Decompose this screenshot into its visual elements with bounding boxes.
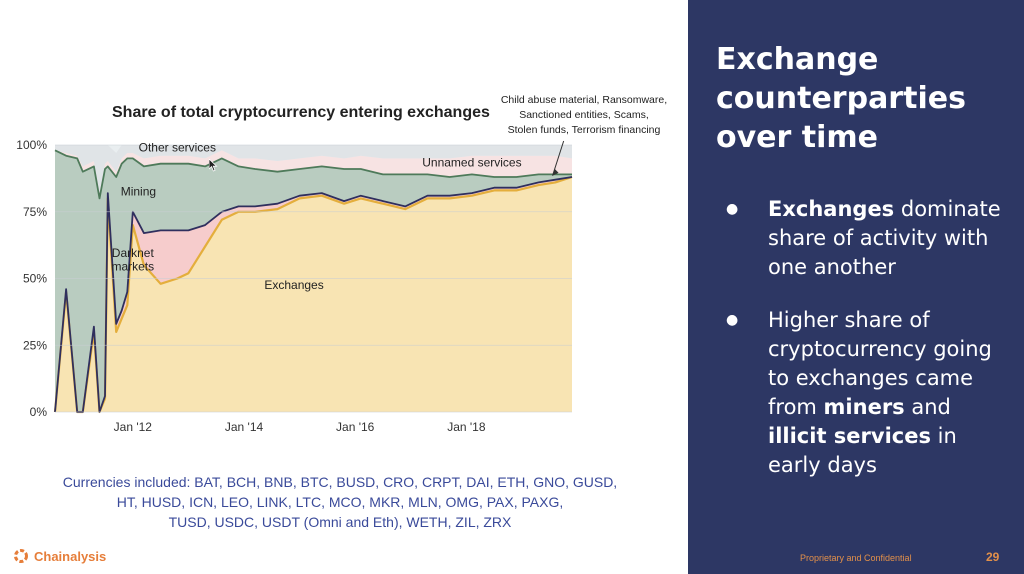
stacked-area-chart: 0% 25% 50% 75% 100% Jan '12 Jan '14 Jan '16 Jan … [16,94,667,434]
bullet-item: Exchanges dominate share of activity wit… [726,195,1011,282]
area-darknet-markets [55,177,572,412]
bullet-bold: illicit services [768,424,931,448]
chainalysis-logo-icon [14,549,28,563]
y-tick-label: 75% [23,205,47,219]
y-tick-label: 50% [23,272,47,286]
x-tick-label: Jan '14 [225,420,264,434]
bullet-text: Higher share of cryptocurrency going to … [768,308,992,419]
y-tick-label: 25% [23,338,47,352]
y-tick-label: 0% [30,405,48,419]
page-number: 29 [986,550,1000,564]
annotation-text: Child abuse material, Ransomware, [501,94,667,106]
title-line: over time [716,120,878,155]
bullet-text: and [904,395,951,419]
annotation-arrow-head [552,168,559,176]
bullet-bold: miners [823,395,905,419]
currencies-line: HT, HUSD, ICN, LEO, LINK, LTC, MCO, MKR,… [116,494,564,510]
chart-panel: Share of total cryptocurrency entering e… [13,94,668,566]
series-label: Exchanges [264,278,323,292]
bullet-text: dominate share of activity with one anot… [768,197,1001,279]
series-label: Unnamed services [422,155,521,169]
annotation-text: Sanctioned entities, Scams, [519,109,649,121]
currencies-line: Currencies included: BAT, BCH, BNB, BTC,… [62,474,618,490]
x-tick-label: Jan '16 [336,420,375,434]
annotation-text: Stolen funds, Terrorism financing [508,124,661,136]
bullet-text: in early days [768,424,957,477]
area-other-services [55,145,572,194]
currencies-line: TUSD, USDC, USDT (Omni and Eth), WETH, Z… [168,514,512,530]
area-exchanges [55,177,572,412]
series-label: Darknet [112,246,155,260]
slide-title: Exchange counterparties over time [716,40,1006,157]
currencies-included-note: Currencies included: BAT, BCH, BNB, BTC,… [30,472,650,532]
title-line: counterparties [716,81,966,116]
series-label: Other services [139,141,216,155]
logo-name: Chainalysis [34,548,107,564]
series-label: markets [111,259,154,273]
bullet-bold: Exchanges [768,197,895,221]
x-tick-label: Jan '12 [114,420,153,434]
area-unnamed-services [55,150,572,199]
footer-confidential: Proprietary and Confidential [800,553,912,563]
bullet-item: Higher share of cryptocurrency going to … [726,306,1011,480]
summary-panel: Exchange counterparties over time Exchan… [688,0,1024,574]
mining-edge-line [54,149,572,200]
chainalysis-logo: Chainalysis [13,546,106,566]
series-label: Mining [121,185,156,199]
area-mining [55,150,572,413]
y-tick-label: 100% [16,138,47,152]
title-line: Exchange [716,42,879,77]
chart-title: Share of total cryptocurrency entering e… [112,104,490,121]
mouse-cursor-icon [209,159,218,172]
x-tick-label: Jan '18 [447,420,486,434]
bullet-list: Exchanges dominate share of activity wit… [726,195,1011,504]
